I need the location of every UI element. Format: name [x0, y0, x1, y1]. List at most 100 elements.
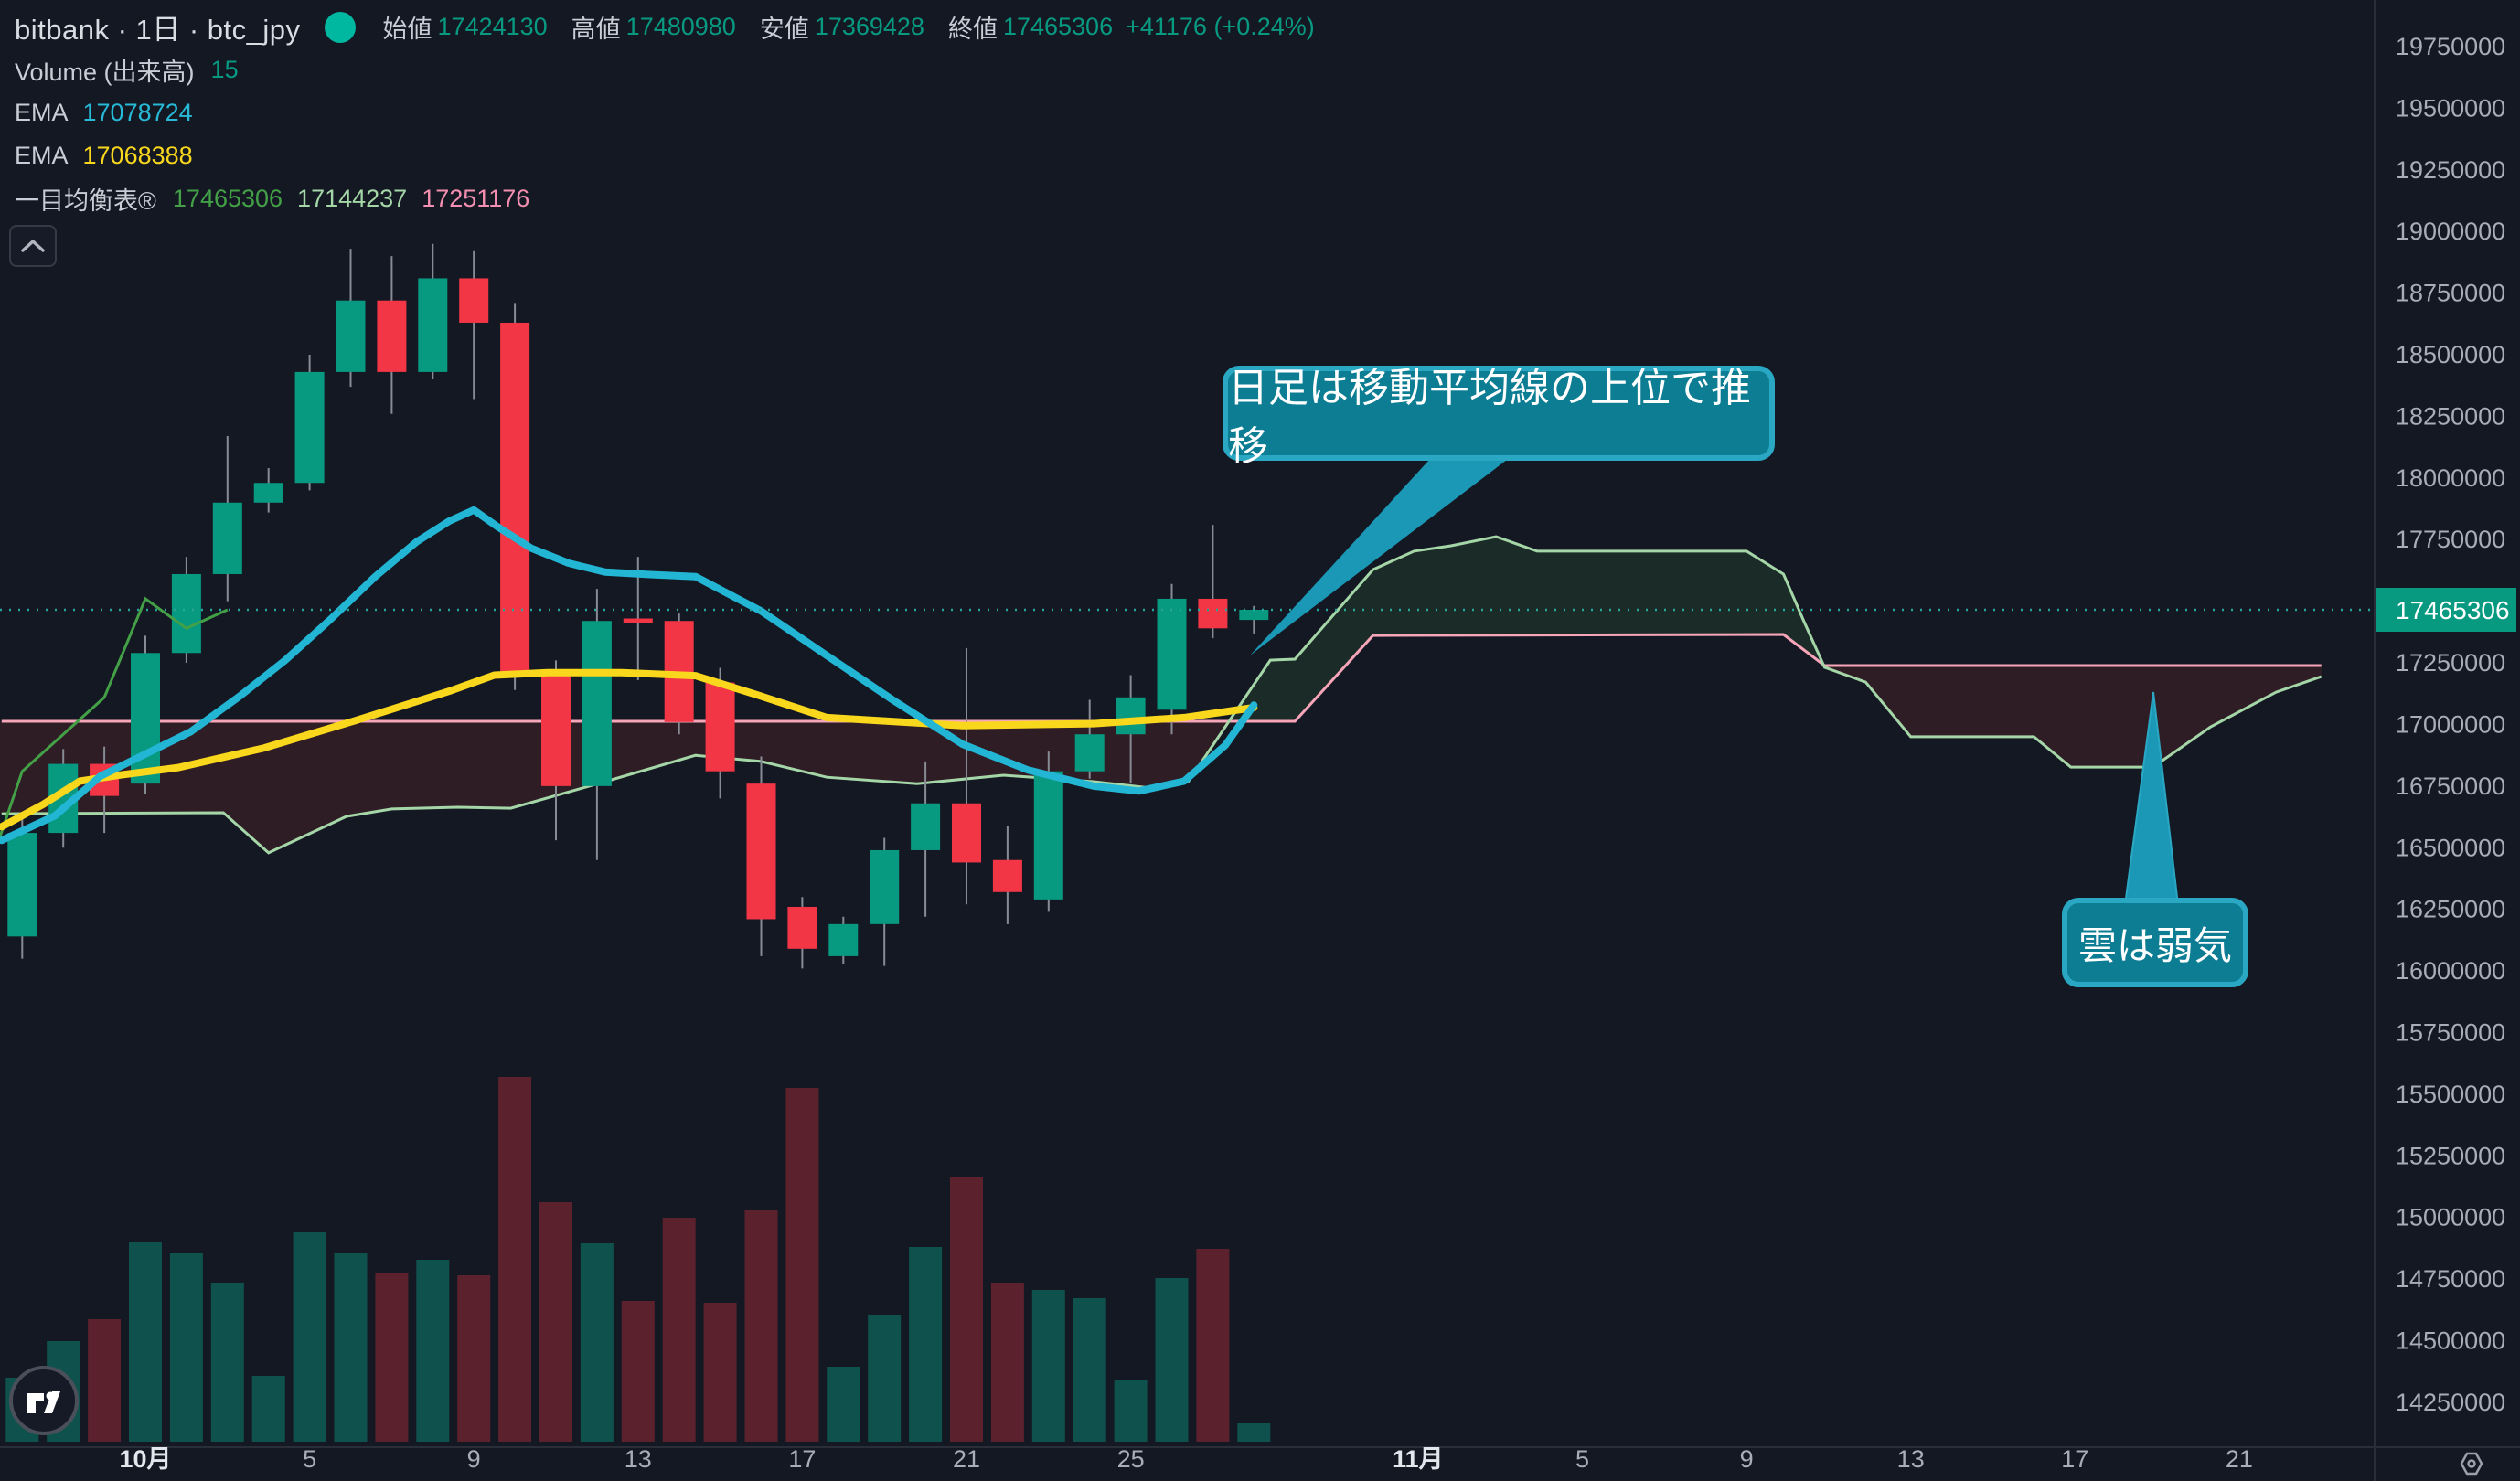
high-label: 高値: [571, 16, 621, 43]
price-axis-label: 15000000: [2396, 1204, 2505, 1231]
ema-fast-value: 17078724: [82, 99, 193, 126]
collapse-indicators-button[interactable]: [9, 225, 57, 267]
chikou-line: [0, 596, 229, 841]
callout-ma-tail: [1250, 448, 1522, 655]
volume-bar: [1196, 1249, 1230, 1442]
current-price-tag: [2376, 588, 2516, 632]
price-axis-label: 18500000: [2396, 341, 2505, 368]
time-axis[interactable]: [0, 1447, 2375, 1481]
market-status-dot-icon: [324, 11, 356, 43]
volume-bar: [457, 1275, 491, 1442]
volume-bar: [580, 1243, 614, 1442]
volume-row[interactable]: Volume (出来高) 15: [15, 48, 1315, 91]
price-axis-label: 18000000: [2396, 464, 2505, 492]
volume-bar: [868, 1315, 902, 1442]
time-axis-label: 25: [1117, 1445, 1145, 1473]
price-axis-label: 14250000: [2396, 1389, 2505, 1416]
change-value: +41176 (+0.24%): [1126, 13, 1315, 40]
price-axis-label: 18750000: [2396, 280, 2505, 307]
senkou-a-line: [1, 535, 2322, 855]
ema-slow-value: 17068388: [82, 142, 193, 169]
price-axis-label: 15750000: [2396, 1018, 2505, 1046]
candle-body: [131, 653, 160, 784]
candle-body: [870, 849, 900, 924]
ichimoku-label: 一目均衡表®: [15, 187, 156, 215]
ichimoku-cloud-bull: [1229, 537, 1820, 722]
price-axis-label: 14500000: [2396, 1327, 2505, 1355]
tradingview-logo[interactable]: [7, 1364, 80, 1437]
ema-fast-row[interactable]: EMA 17078724: [15, 91, 1315, 134]
volume-bar: [293, 1232, 326, 1442]
price-axis-label: 15250000: [2396, 1142, 2505, 1169]
time-axis-label: 17: [788, 1445, 816, 1473]
candle-body: [253, 483, 283, 503]
price-axis-label: 16000000: [2396, 957, 2505, 985]
ema-slow-label: EMA: [15, 142, 69, 169]
volume-bar: [703, 1303, 737, 1442]
volume-bar: [950, 1177, 983, 1442]
volume-bar: [1237, 1423, 1271, 1442]
symbol-title: bitbank · 1日 · btc_jpy: [15, 14, 301, 46]
close-label: 終値: [947, 16, 998, 43]
candle-body: [1239, 610, 1269, 621]
candle-body: [171, 573, 201, 654]
candle-body: [582, 621, 612, 786]
candle-body: [294, 371, 325, 484]
price-axis-label: 16500000: [2396, 834, 2505, 861]
settings-icon[interactable]: [2451, 1450, 2493, 1477]
candle-body: [1116, 697, 1146, 735]
price-axis-label: 18250000: [2396, 402, 2505, 430]
candle-body: [1074, 734, 1105, 772]
time-axis-label: 13: [1897, 1445, 1925, 1473]
candle-body: [911, 803, 941, 850]
volume-bar: [662, 1218, 696, 1442]
candle-body: [952, 803, 981, 863]
price-axis-label: 16750000: [2396, 772, 2505, 800]
ema-fast-line: [0, 506, 1258, 845]
candle-body: [828, 923, 859, 956]
volume-value: 15: [210, 56, 239, 83]
volume-bar: [1031, 1290, 1065, 1442]
candle-body: [418, 278, 448, 372]
candle-body: [336, 300, 366, 372]
callout-cloud-note[interactable]: 雲は弱気: [2062, 898, 2248, 987]
gear-icon: [2460, 1452, 2483, 1476]
candle-body: [459, 278, 489, 323]
volume-bar: [375, 1273, 409, 1442]
callout-cloud-note-text: 雲は弱気: [2077, 923, 2232, 967]
ema-fast-label: EMA: [15, 99, 69, 126]
time-axis-label: 21: [2226, 1445, 2253, 1473]
price-axis-label: 17750000: [2396, 526, 2505, 553]
volume-bar: [1155, 1278, 1189, 1442]
volume-bar: [88, 1319, 122, 1442]
symbol-row[interactable]: bitbank · 1日 · btc_jpy 始値 17424130 高値 17…: [15, 5, 1315, 48]
volume-bar: [210, 1283, 244, 1442]
volume-bar: [1073, 1298, 1106, 1442]
ichimoku-senkou-a-value: 17144237: [297, 185, 408, 212]
candle-body: [500, 322, 530, 673]
candle-body: [1157, 598, 1187, 710]
current-price-tag-value: 17465306: [2396, 596, 2510, 624]
price-axis-label: 17250000: [2396, 649, 2505, 677]
volume-bar: [251, 1376, 285, 1442]
price-axis-label: 19500000: [2396, 94, 2505, 122]
callout-ma-note-text: 日足は移動平均線の上位で推移: [1228, 366, 1751, 469]
price-axis[interactable]: [2375, 0, 2520, 1447]
price-axis-label: 15500000: [2396, 1081, 2505, 1108]
ichimoku-row[interactable]: 一目均衡表® 17465306 17144237 17251176: [15, 177, 1315, 220]
ema-slow-row[interactable]: EMA 17068388: [15, 134, 1315, 177]
callout-ma-note[interactable]: 日足は移動平均線の上位で推移: [1223, 366, 1775, 469]
volume-bar: [498, 1077, 532, 1442]
candle-body: [541, 672, 571, 786]
candle-body: [377, 300, 407, 372]
close-value: 17465306: [1002, 13, 1114, 40]
ichimoku-cloud-bear: [0, 721, 1230, 853]
ema-slow-line: [0, 668, 1258, 831]
candle-body: [1198, 598, 1228, 629]
volume-bar: [169, 1253, 203, 1442]
volume-bar: [827, 1367, 860, 1442]
ichimoku-senkou-b-value: 17251176: [422, 185, 530, 212]
volume-bar: [1114, 1380, 1148, 1442]
